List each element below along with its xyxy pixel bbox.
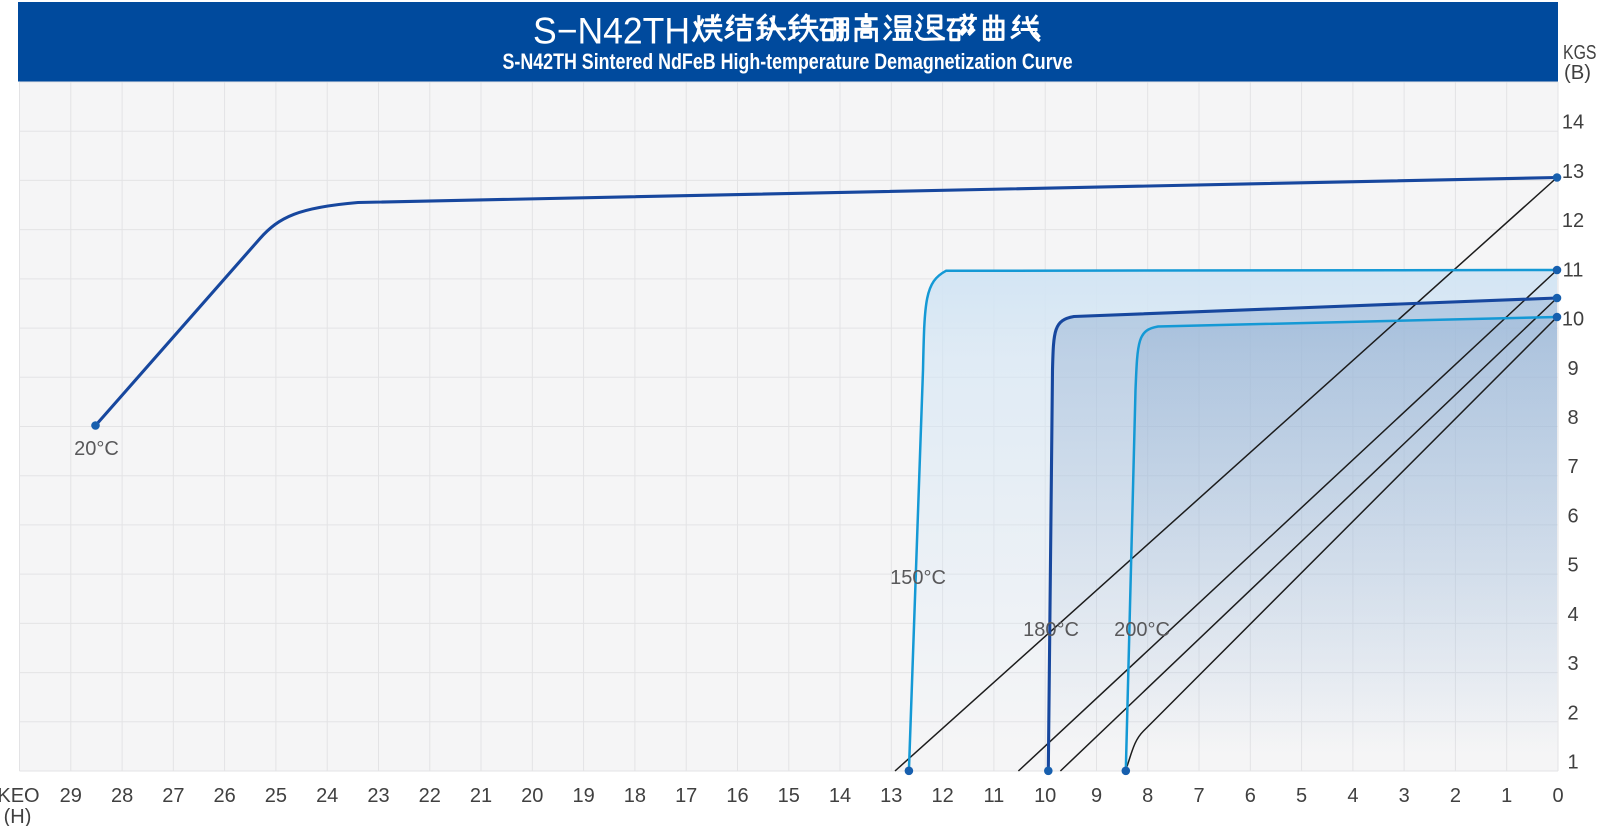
- svg-text:14: 14: [829, 785, 851, 807]
- svg-text:(H): (H): [4, 806, 32, 826]
- svg-text:12: 12: [931, 785, 953, 807]
- svg-text:2: 2: [1567, 702, 1578, 724]
- svg-text:2: 2: [1450, 785, 1461, 807]
- svg-text:11: 11: [984, 785, 1005, 807]
- svg-text:6: 6: [1245, 785, 1256, 807]
- svg-text:14: 14: [1562, 112, 1584, 134]
- svg-text:KGS: KGS: [1563, 42, 1597, 64]
- svg-text:8: 8: [1567, 407, 1578, 429]
- svg-text:29: 29: [60, 785, 82, 807]
- svg-text:9: 9: [1091, 785, 1102, 807]
- svg-text:10: 10: [1562, 309, 1584, 331]
- svg-text:15: 15: [778, 785, 800, 807]
- svg-text:1: 1: [1567, 752, 1578, 774]
- svg-text:180°C: 180°C: [1023, 619, 1079, 641]
- svg-text:28: 28: [111, 785, 133, 807]
- svg-text:3: 3: [1399, 785, 1410, 807]
- svg-text:17: 17: [675, 785, 697, 807]
- svg-text:5: 5: [1296, 785, 1307, 807]
- svg-text:200°C: 200°C: [1114, 619, 1170, 641]
- svg-text:22: 22: [419, 785, 441, 807]
- svg-text:18: 18: [624, 785, 646, 807]
- svg-text:13: 13: [880, 785, 902, 807]
- svg-text:19: 19: [572, 785, 594, 807]
- svg-text:12: 12: [1562, 210, 1584, 232]
- svg-text:16: 16: [726, 785, 748, 807]
- svg-text:13: 13: [1562, 161, 1584, 183]
- svg-text:9: 9: [1567, 358, 1578, 380]
- svg-text:7: 7: [1193, 785, 1204, 807]
- svg-text:S−N42TH: S−N42TH: [533, 11, 690, 52]
- svg-text:0: 0: [1552, 785, 1563, 807]
- svg-text:8: 8: [1142, 785, 1153, 807]
- svg-text:21: 21: [470, 785, 492, 807]
- svg-text:5: 5: [1567, 555, 1578, 577]
- svg-text:1: 1: [1501, 785, 1512, 807]
- svg-text:6: 6: [1567, 505, 1578, 527]
- svg-text:3: 3: [1567, 653, 1578, 675]
- svg-text:26: 26: [213, 785, 235, 807]
- svg-text:S-N42TH Sintered NdFeB High-te: S-N42TH Sintered NdFeB High-temperature …: [503, 49, 1073, 74]
- svg-text:11: 11: [1563, 259, 1584, 281]
- svg-text:25: 25: [265, 785, 287, 807]
- svg-text:10: 10: [1034, 785, 1056, 807]
- svg-text:24: 24: [316, 785, 338, 807]
- svg-text:150°C: 150°C: [890, 567, 946, 589]
- svg-text:7: 7: [1567, 456, 1578, 478]
- svg-text:4: 4: [1347, 785, 1358, 807]
- svg-text:27: 27: [162, 785, 184, 807]
- svg-text:KEO: KEO: [0, 785, 40, 807]
- svg-text:4: 4: [1567, 604, 1578, 626]
- svg-text:(B): (B): [1564, 62, 1591, 84]
- svg-text:20: 20: [521, 785, 543, 807]
- svg-text:23: 23: [367, 785, 389, 807]
- svg-text:20°C: 20°C: [74, 438, 119, 460]
